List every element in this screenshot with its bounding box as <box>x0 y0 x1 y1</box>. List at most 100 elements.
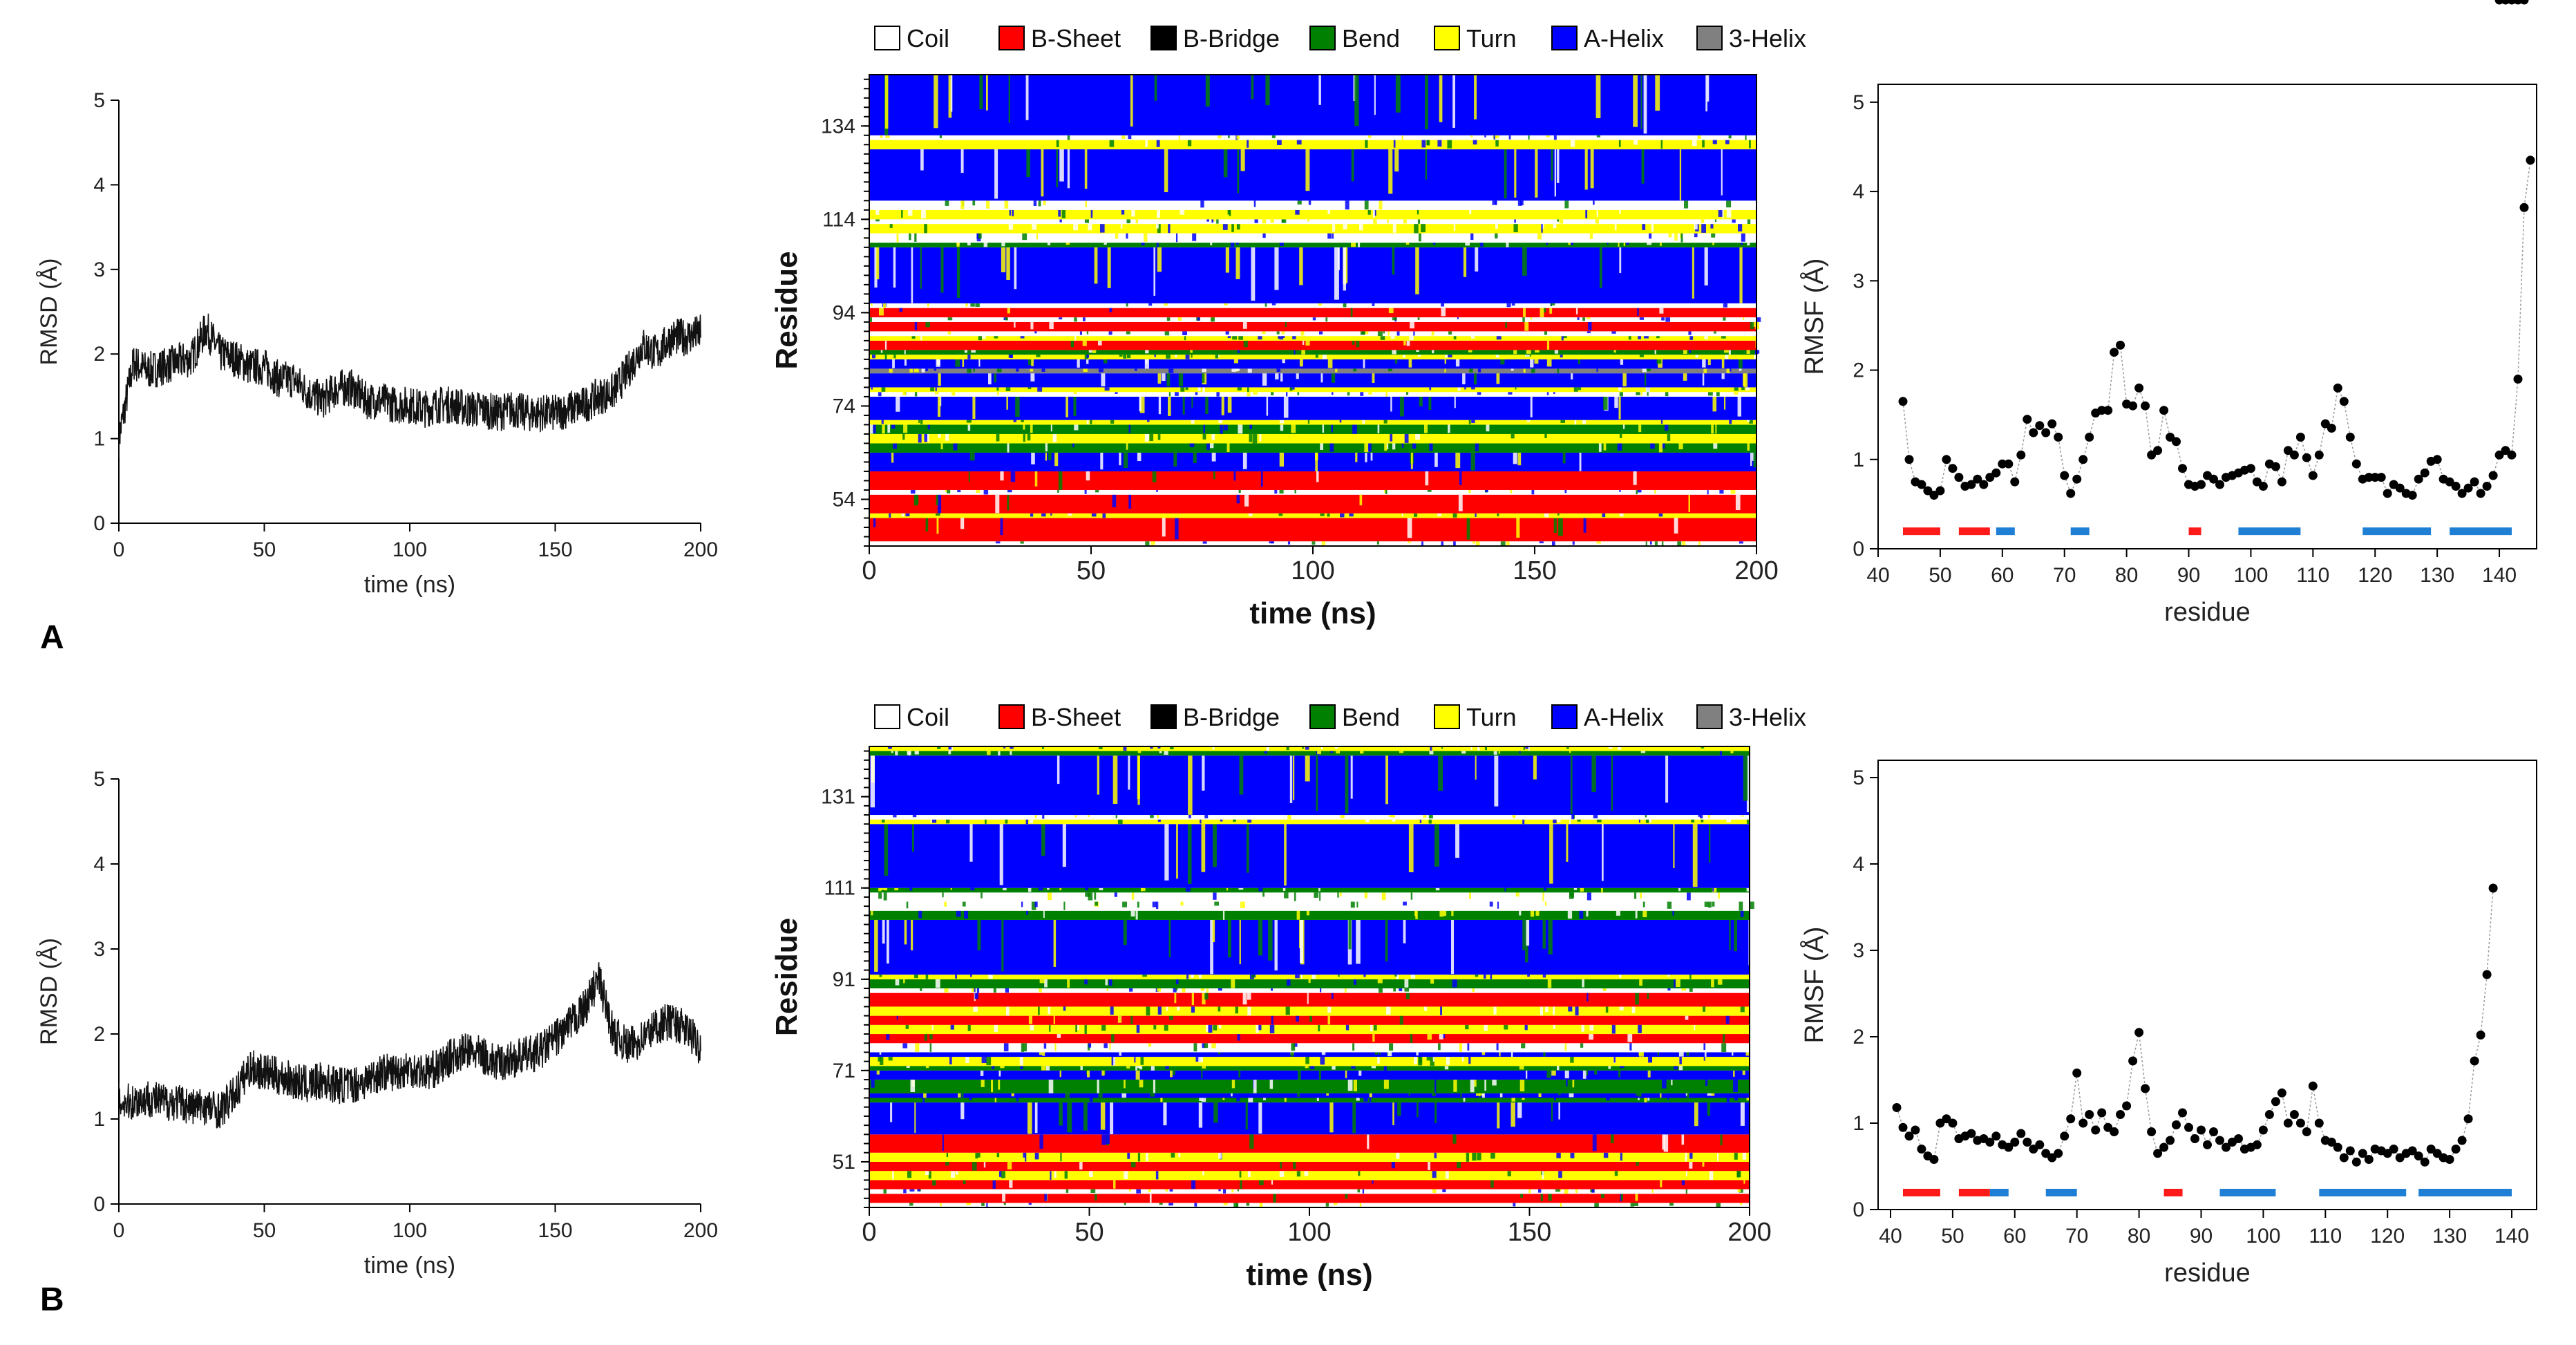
panel-a-dssp-speckle <box>1651 224 1654 232</box>
panel-a-rmsf-point <box>2376 473 2386 482</box>
panel-a-dssp-speckle <box>934 392 939 395</box>
panel-b-dssp-speckle <box>1208 1024 1213 1033</box>
panel-a-dssp-speckle <box>1701 224 1706 233</box>
panel-b-dssp-speckle <box>1063 1006 1066 1011</box>
panel-a-dssp-speckle <box>983 489 989 495</box>
panel-a-rmsf-point <box>2147 450 2157 460</box>
panel-b-dssp-speckle <box>1679 1057 1682 1064</box>
panel-b-dssp-band-b-sheet <box>869 1180 1750 1189</box>
panel-b-dssp-speckle <box>1497 901 1499 909</box>
panel-a-dssp-speckle <box>879 308 884 316</box>
panel-b-dssp-speckle <box>1314 892 1318 898</box>
panel-a-dssp-speckle <box>1164 303 1168 306</box>
panel-b-dssp-speckle <box>1048 1080 1054 1093</box>
panel-b-dssp-speckle <box>1305 1066 1309 1069</box>
panel-a-rmsf-point <box>2476 489 2485 498</box>
panel-a-dssp-speckle <box>1156 489 1158 492</box>
panel-b-dssp-speckle <box>1667 1098 1669 1100</box>
panel-a-dssp-speckle <box>1251 75 1254 100</box>
panel-a-dssp-speckle <box>1189 443 1195 447</box>
panel-b-rmsd-ytick-label: 2 <box>93 1023 105 1046</box>
panel-a-dssp-speckle <box>1280 424 1284 431</box>
panel-b-dssp-speckle <box>1044 979 1048 988</box>
panel-b-dssp-speckle <box>1005 988 1009 993</box>
panel-a-dssp-speckle <box>994 373 996 383</box>
panel-a-dssp-speckle <box>1400 396 1404 417</box>
panel-b-dssp-speckle <box>1242 993 1247 1005</box>
panel-b-dssp-speckle <box>1575 1006 1579 1016</box>
panel-a-dssp-speckle <box>1358 243 1361 247</box>
panel-a-dssp-speckle <box>1010 471 1016 482</box>
panel-b-dssp-speckle <box>1146 1006 1150 1016</box>
panel-a-dssp-xtick-label: 100 <box>1291 556 1334 585</box>
panel-b-dssp-speckle <box>1135 1066 1137 1071</box>
panel-a-dssp-speckle <box>1056 140 1059 147</box>
panel-a-dssp-speckle <box>1361 331 1365 335</box>
panel-b-dssp-speckle <box>1605 1006 1609 1013</box>
panel-a-dssp-speckle <box>1603 396 1608 410</box>
panel-a-dssp-speckle <box>1360 392 1364 396</box>
panel-a-rmsd-ytick-label: 2 <box>93 343 105 366</box>
panel-b-dssp-speckle <box>1202 1066 1206 1069</box>
panel-b-dssp-speckle <box>1423 815 1427 818</box>
panel-b-dssp-speckle <box>1111 1034 1115 1043</box>
panel-b-rmsf-point <box>2091 1125 2101 1135</box>
panel-a-dssp-speckle <box>1598 443 1602 452</box>
panel-a-dssp-speckle <box>1741 387 1745 391</box>
panel-b-dssp-speckle <box>1737 1171 1740 1178</box>
panel-a-dssp-speckle <box>1726 200 1732 208</box>
panel-b-dssp-speckle <box>1034 1152 1039 1160</box>
panel-a-dssp-speckle <box>1350 308 1353 317</box>
panel-b-dssp-speckle <box>1152 901 1157 907</box>
panel-a-dssp-speckle <box>1739 247 1743 303</box>
panel-b-dssp-speckle <box>1001 919 1004 972</box>
panel-b-dssp-speckle <box>1703 1057 1705 1061</box>
panel-b-dssp-speckle <box>1057 1034 1061 1038</box>
panel-b-dssp-speckle <box>1691 819 1695 823</box>
panel-b-dssp-speckle <box>1085 887 1088 891</box>
panel-a-dssp-speckle <box>1745 135 1747 140</box>
panel-a-rmsf-point <box>2116 340 2125 350</box>
panel-b-dssp-speckle <box>1575 1189 1578 1194</box>
panel-a-dssp-legend-label: 3-Helix <box>1729 24 1806 53</box>
panel-a-dssp-speckle <box>1022 233 1027 241</box>
panel-b-rmsf-point <box>2476 1031 2485 1040</box>
panel-b-dssp-speckle <box>1150 746 1153 749</box>
panel-a-dssp-speckle <box>1202 368 1206 373</box>
panel-a-dssp-speckle <box>1285 321 1287 328</box>
panel-a-dssp-speckle <box>1101 373 1106 386</box>
panel-b-dssp-speckle <box>1345 755 1349 813</box>
panel-a-rmsf-point <box>2085 433 2094 442</box>
panel-b-dssp-speckle <box>1054 1171 1057 1178</box>
panel-a-rmsf-point <box>1898 397 1908 406</box>
panel-a-dssp-speckle <box>1072 443 1074 448</box>
panel-a-dssp-speckle <box>1470 233 1474 241</box>
panel-b-dssp-speckle <box>1429 751 1434 755</box>
panel-a-dssp-speckle <box>1620 359 1624 365</box>
panel-a-dssp-speckle <box>1345 247 1348 283</box>
panel-b-dssp-speckle <box>928 1171 931 1179</box>
panel-b-dssp-speckle <box>1442 1034 1446 1039</box>
panel-b-dssp-speckle <box>1122 901 1127 907</box>
panel-a-dssp-speckle <box>1434 452 1438 467</box>
panel-b-dssp-speckle <box>974 988 976 993</box>
panel-a-dssp-speckle <box>1628 336 1631 340</box>
panel-b-dssp-speckle <box>1647 993 1649 999</box>
panel-a-dssp-speckle <box>1622 424 1625 429</box>
panel-b-dssp-speckle <box>1268 919 1273 961</box>
panel-b-dssp-speckle <box>878 892 882 899</box>
panel-a-dssp-speckle <box>920 420 923 424</box>
panel-a-dssp-speckle <box>1719 489 1724 494</box>
panel-b-dssp-speckle <box>1317 751 1321 755</box>
panel-b-dssp-speckle <box>969 1098 972 1100</box>
panel-a-dssp-speckle <box>1716 392 1720 397</box>
panel-b-dssp-speckle <box>1672 910 1674 916</box>
panel-a-dssp-band-coil <box>869 233 1756 243</box>
panel-a-rmsf-point <box>2159 406 2169 415</box>
panel-b-dssp-speckle <box>1128 1189 1132 1192</box>
panel-b-dssp-speckle <box>977 1152 981 1158</box>
panel-b-dssp-speckle <box>1311 975 1316 979</box>
panel-a-dssp-speckle <box>1640 392 1642 396</box>
panel-b-dssp-speckle <box>893 815 897 818</box>
panel-a-dssp-speckle <box>1368 443 1372 452</box>
